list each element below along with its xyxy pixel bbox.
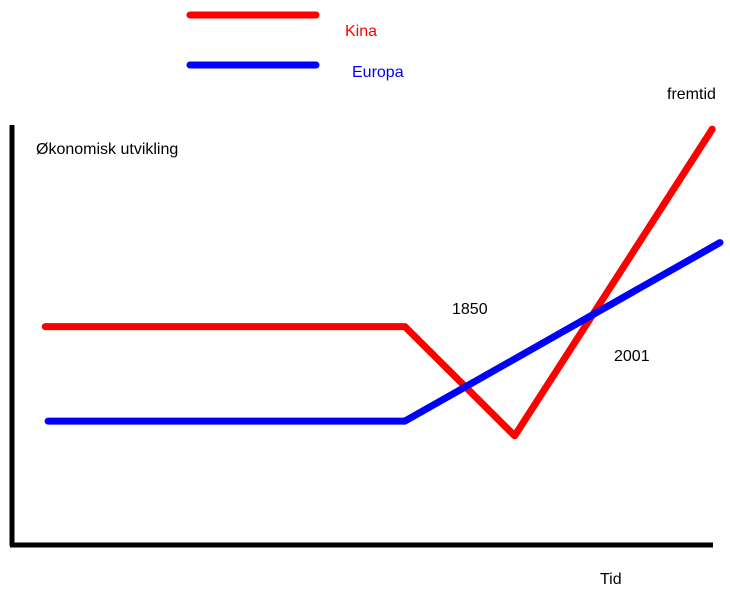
series-line <box>44 239 724 425</box>
x-axis-label: Tid <box>600 571 622 588</box>
annotation: 1850 <box>452 301 488 318</box>
y-axis-label: Økonomisk utvikling <box>36 141 178 158</box>
annotation: 2001 <box>614 348 650 365</box>
legend-label: Kina <box>345 23 377 40</box>
legend-label: Europa <box>352 64 404 81</box>
series-line <box>41 125 716 440</box>
annotation: fremtid <box>667 86 716 103</box>
